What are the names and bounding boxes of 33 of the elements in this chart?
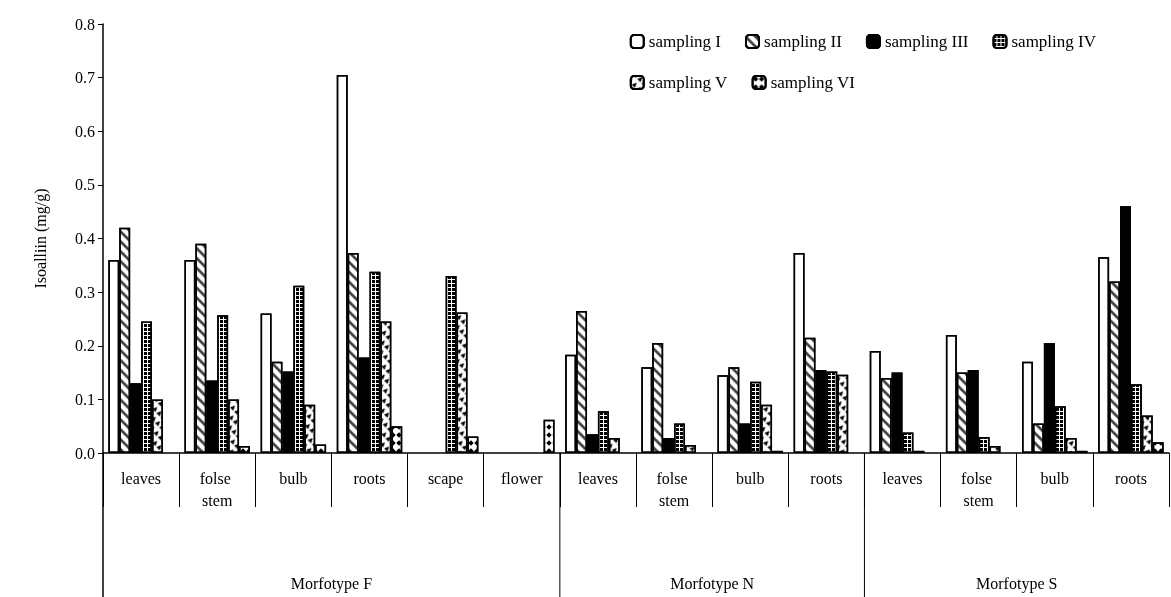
x-tick-label: leaves — [882, 469, 923, 487]
y-tick-label: 0.1 — [75, 390, 95, 408]
x-tick-label: folse stem — [961, 469, 997, 509]
y-axis-title: Isoalliin (mg/g) — [31, 188, 50, 289]
y-tick-label: 0.4 — [75, 230, 95, 247]
y-tick-label: 0.2 — [75, 337, 95, 355]
x-tick-label: folse stem — [656, 469, 692, 509]
legend-label: sampling III — [884, 32, 969, 51]
y-tick-label: 0.0 — [75, 444, 95, 462]
y-tick-label: 0.7 — [75, 69, 95, 87]
legend-label: sampling I — [648, 32, 722, 51]
x-tick-label: bulb — [1040, 469, 1070, 487]
x-tick-label: bulb — [735, 469, 765, 487]
x-tick-label: flower — [500, 469, 544, 487]
y-tick-label: 0.8 — [75, 15, 95, 33]
x-tick-label: bulb — [279, 469, 308, 487]
legend-label: sampling IV — [1011, 32, 1097, 51]
text: Morfotype F — [290, 574, 373, 593]
y-tick-label: 0.6 — [75, 122, 95, 140]
y-tick-label: 0.5 — [75, 176, 95, 194]
x-tick-label: roots — [1114, 469, 1147, 487]
x-tick-label: scape — [427, 469, 464, 488]
x-tick-label: folse stem — [199, 469, 235, 509]
x-tick-label: roots — [810, 469, 843, 487]
legend-label: sampling II — [764, 32, 843, 51]
y-tick-label: 0.3 — [75, 283, 95, 301]
legend-label: sampling VI — [770, 73, 856, 92]
legend-label: sampling V — [648, 73, 729, 92]
x-tick-label: leaves — [577, 469, 618, 487]
text: Morfotype S — [976, 574, 1058, 593]
x-tick-label: leaves — [121, 469, 162, 487]
x-tick-label: roots — [353, 469, 386, 487]
text: Morfotype N — [670, 574, 755, 593]
